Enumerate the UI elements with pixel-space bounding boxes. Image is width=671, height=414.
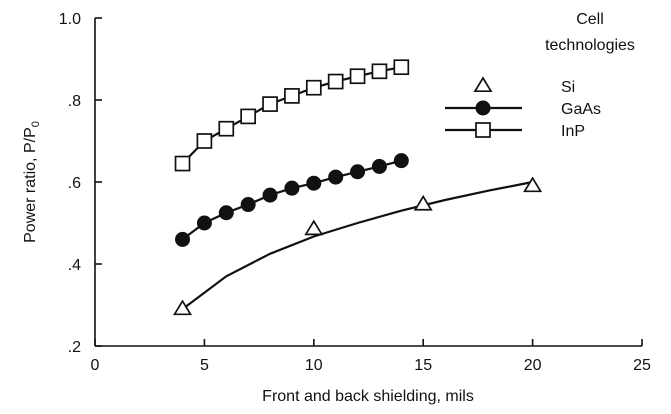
legend-title-line: Cell — [576, 11, 604, 28]
data-point-gaas — [284, 180, 300, 196]
data-point-si — [173, 299, 193, 316]
x-tick-label: 15 — [414, 357, 432, 374]
data-point-inp — [305, 79, 322, 96]
data-point-gaas — [328, 169, 344, 185]
y-axis-title-subscript: 0 — [30, 121, 42, 127]
data-point-si — [413, 194, 433, 211]
tick-layer: 0 5 10 15 20 25 .2 .4 .6 .8 1.0 — [59, 11, 651, 374]
data-point-inp — [218, 120, 235, 137]
legend-entry-gaas: GaAs — [445, 100, 601, 118]
data-point-gaas — [393, 153, 409, 169]
series-line-gaas — [181, 159, 402, 241]
y-tick-label: .4 — [68, 257, 81, 274]
data-point-gaas — [371, 158, 387, 174]
legend-layer: Cell technologies Si GaAs InP — [445, 11, 635, 140]
legend-entry-inp: InP — [445, 122, 585, 140]
series-gaas — [175, 153, 409, 247]
series-layer — [173, 59, 543, 316]
x-tick-label: 10 — [305, 357, 323, 374]
data-point-inp — [262, 96, 278, 112]
data-point-gaas — [350, 164, 366, 180]
data-point-inp — [240, 108, 257, 125]
legend-title-line: technologies — [545, 37, 635, 54]
series-line-si — [181, 180, 533, 310]
y-tick-label: .6 — [68, 175, 81, 192]
data-point-inp — [349, 68, 366, 85]
series-line-inp — [181, 66, 402, 165]
x-tick-label: 20 — [524, 357, 542, 374]
y-axis-title-main: Power ratio, P/P — [22, 127, 39, 243]
x-tick-label: 0 — [91, 357, 100, 374]
data-point-gaas — [175, 231, 191, 247]
data-point-inp — [393, 59, 410, 76]
data-point-inp — [371, 63, 388, 80]
data-point-gaas — [218, 205, 234, 221]
data-point-gaas — [196, 215, 212, 231]
y-tick-label: 1.0 — [59, 11, 81, 28]
data-point-si — [523, 176, 543, 193]
data-point-inp — [327, 73, 344, 90]
legend-marker-si — [473, 76, 493, 93]
data-point-si — [304, 219, 324, 236]
legend-entry-si: Si — [473, 76, 575, 96]
y-axis-title: Power ratio, P/P0 — [22, 121, 42, 243]
legend-marker-gaas — [475, 100, 491, 116]
y-tick-label: .2 — [68, 339, 81, 356]
data-point-inp — [284, 88, 300, 104]
legend-marker-inp — [475, 122, 491, 138]
y-tick-label: .8 — [68, 93, 81, 110]
data-point-gaas — [306, 175, 322, 191]
legend-label-si: Si — [561, 79, 575, 96]
data-point-gaas — [240, 197, 256, 213]
data-point-inp — [196, 133, 213, 149]
data-point-inp — [174, 155, 191, 172]
legend-label-inp: InP — [561, 123, 585, 140]
legend-label-gaas: GaAs — [561, 101, 601, 118]
data-point-gaas — [262, 187, 278, 203]
x-tick-label: 25 — [633, 357, 651, 374]
series-si — [173, 176, 543, 316]
x-axis-title: Front and back shielding, mils — [262, 388, 474, 405]
x-tick-label: 5 — [200, 357, 209, 374]
series-inp — [174, 59, 410, 172]
